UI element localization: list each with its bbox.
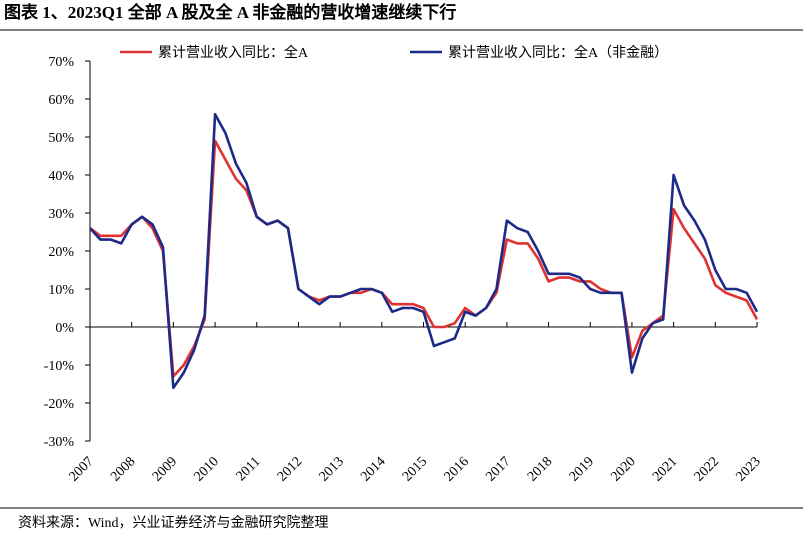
legend-label: 累计营业收入同比：全A（非金融） — [448, 44, 668, 61]
x-tick-label: 2018 — [525, 454, 555, 484]
x-tick-label: 2017 — [483, 454, 513, 484]
x-tick-label: 2009 — [150, 454, 180, 484]
y-tick-label: -30% — [44, 435, 75, 450]
x-tick-label: 2019 — [567, 454, 597, 484]
y-tick-label: -20% — [44, 397, 75, 412]
y-tick-label: 0% — [55, 321, 74, 336]
y-tick-label: 70% — [48, 55, 74, 70]
x-tick-label: 2007 — [66, 454, 96, 484]
x-tick-label: 2020 — [608, 454, 638, 484]
y-tick-label: 40% — [48, 169, 74, 184]
source: 资料来源：Wind，兴业证券经济与金融研究院整理 — [18, 515, 329, 531]
x-tick-label: 2008 — [108, 454, 138, 484]
x-tick-label: 2010 — [191, 454, 221, 484]
x-tick-label: 2014 — [358, 454, 388, 484]
y-tick-label: 50% — [48, 131, 74, 146]
y-tick-label: 20% — [48, 245, 74, 260]
x-tick-label: 2012 — [275, 454, 305, 484]
x-tick-label: 2016 — [442, 454, 472, 484]
series-line — [89, 112, 759, 390]
x-tick-label: 2023 — [733, 454, 763, 484]
chart-title: 图表 1、2023Q1 全部 A 股及全 A 非金融的营收增速继续下行 — [4, 2, 456, 22]
y-tick-label: 30% — [48, 207, 74, 222]
y-tick-label: -10% — [44, 359, 75, 374]
x-tick-label: 2013 — [317, 454, 347, 484]
x-tick-label: 2022 — [692, 454, 722, 484]
y-tick-label: 60% — [48, 93, 74, 108]
x-tick-label: 2011 — [234, 454, 264, 484]
x-tick-label: 2015 — [400, 454, 430, 484]
series-line — [89, 139, 759, 378]
x-tick-label: 2021 — [650, 454, 680, 484]
y-tick-label: 10% — [48, 283, 74, 298]
legend-label: 累计营业收入同比：全A — [158, 44, 309, 61]
